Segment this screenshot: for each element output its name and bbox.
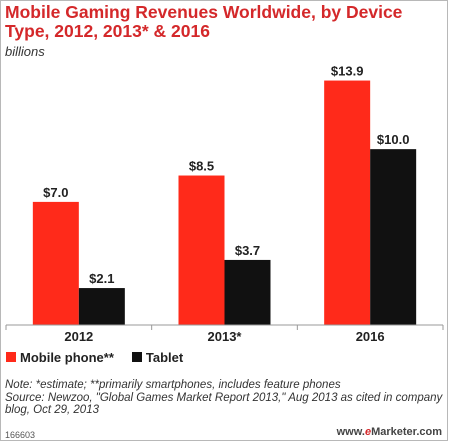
data-label-tablet-1: $3.7 (235, 243, 260, 258)
legend-item-mobile-phone: Mobile phone** (6, 350, 114, 365)
chart-id-code: 166603 (5, 430, 36, 440)
legend-swatch-tablet (131, 352, 142, 362)
brand-e: e (364, 426, 372, 438)
data-label-mobile-phone-1: $8.5 (189, 159, 214, 174)
bar-tablet-0 (78, 288, 125, 325)
source-text: Source: Newzoo, "Global Games Market Rep… (5, 391, 443, 417)
bar-mobile-phone-2 (324, 80, 371, 325)
legend-label-tablet: Tablet (145, 349, 184, 365)
brand-prefix: www. (336, 426, 365, 438)
bar-chart: $7.0 $2.1 2012 $8.5 $3.7 2013* $13.9 $10.0 2016 (5, 64, 444, 344)
bar-tablet-1 (224, 259, 271, 325)
bar-tablet-2 (370, 149, 417, 325)
chart-subtitle: billions (5, 44, 45, 59)
brand-suffix: Marketer.com (371, 426, 442, 438)
legend-label-mobile-phone: Mobile phone** (20, 349, 114, 365)
x-tick-label-2: 2016 (356, 329, 385, 344)
data-label-tablet-0: $2.1 (89, 271, 114, 286)
bar-mobile-phone-0 (32, 201, 79, 325)
data-label-mobile-phone-0: $7.0 (43, 185, 68, 200)
x-tick-label-1: 2013* (208, 329, 243, 344)
chart-title: Mobile Gaming Revenues Worldwide, by Dev… (5, 2, 403, 41)
data-label-tablet-2: $10.0 (377, 132, 410, 147)
brand-logo: www.eMarketer.com (337, 426, 442, 438)
chart-legend: Mobile phone** Tablet (6, 349, 201, 365)
bar-mobile-phone-1 (178, 175, 225, 325)
x-tick-label-0: 2012 (64, 329, 93, 344)
chart-footnote: Note: *estimate; **primarily smartphones… (5, 379, 445, 417)
legend-item-tablet: Tablet (131, 349, 184, 365)
data-label-mobile-phone-2: $13.9 (331, 64, 364, 79)
legend-swatch-mobile-phone (6, 352, 16, 362)
note-text: Note: *estimate; **primarily smartphones… (5, 379, 341, 391)
